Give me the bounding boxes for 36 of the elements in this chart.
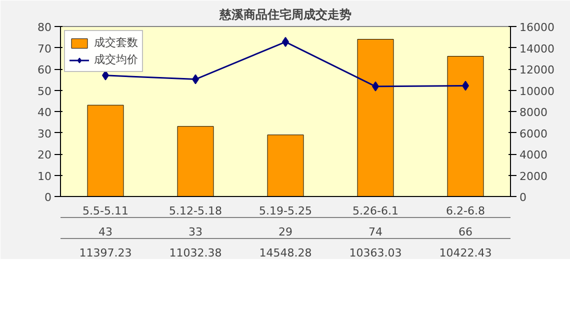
y2-tick-label: 4000 bbox=[520, 148, 548, 162]
data-label: 11032.38 bbox=[169, 246, 222, 260]
y-tick-label: 30 bbox=[38, 127, 52, 140]
y2-tick-label: 0 bbox=[520, 191, 526, 204]
y-tick-label: 50 bbox=[38, 84, 52, 98]
y-tick-label: 10 bbox=[38, 170, 52, 183]
y-tick-label: 60 bbox=[38, 64, 52, 76]
y2-tick-label: 14000 bbox=[520, 42, 554, 56]
y2-tick-label: 6000 bbox=[520, 127, 548, 140]
x-tick-label: 5.26-6.1 bbox=[352, 204, 398, 218]
data-label: 74 bbox=[368, 226, 382, 238]
x-tick-label: 5.12-5.18 bbox=[169, 204, 222, 218]
data-label: 43 bbox=[98, 226, 112, 238]
data-label: 14548.28 bbox=[259, 246, 312, 260]
y-tick-label: 70 bbox=[38, 42, 52, 56]
y2-tick-label: 8000 bbox=[520, 106, 548, 119]
data-label: 10422.43 bbox=[439, 246, 492, 260]
x-tick-label: 5.5-5.11 bbox=[82, 204, 128, 218]
y-tick-label: 20 bbox=[38, 148, 52, 162]
y-tick-label: 80 bbox=[38, 21, 52, 34]
y-tick-label: 0 bbox=[44, 191, 52, 204]
chart-title: 慈溪商品住宅周成交走势 bbox=[218, 8, 352, 22]
data-label: 10363.03 bbox=[349, 246, 402, 260]
data-label: 66 bbox=[458, 226, 472, 238]
x-tick-label: 5.19-5.25 bbox=[259, 204, 312, 218]
data-label: 33 bbox=[188, 226, 202, 238]
y2-tick-label: 16000 bbox=[520, 21, 554, 34]
data-label: 29 bbox=[278, 226, 292, 238]
y2-tick-label: 2000 bbox=[520, 170, 548, 183]
legend-label: 成交套数 bbox=[94, 35, 138, 50]
y-tick-label: 40 bbox=[38, 106, 52, 119]
y2-tick-label: 10000 bbox=[520, 84, 554, 98]
x-tick-label: 6.2-6.8 bbox=[446, 204, 485, 218]
legend-label: 成交均价 bbox=[94, 52, 138, 67]
y2-tick-label: 12000 bbox=[520, 64, 554, 76]
data-label: 11397.23 bbox=[79, 246, 132, 260]
